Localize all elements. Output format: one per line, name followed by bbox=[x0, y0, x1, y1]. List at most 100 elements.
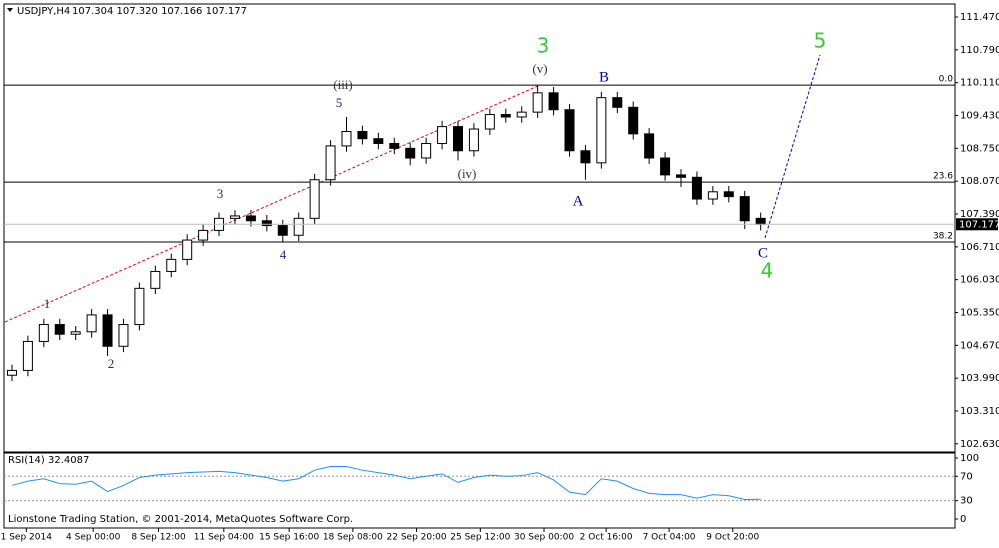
x-tick-label: 25 Sep 12:00 bbox=[450, 533, 510, 543]
candle-body bbox=[691, 176, 702, 200]
y-tick-label: 107.390 bbox=[960, 209, 999, 220]
candle-body bbox=[325, 145, 336, 181]
rsi-panel bbox=[3, 452, 956, 529]
y-tick-label: 109.430 bbox=[960, 111, 999, 122]
x-tick-label: 30 Sep 00:00 bbox=[514, 533, 574, 543]
candle-body bbox=[548, 92, 559, 111]
last-price-box bbox=[956, 218, 998, 231]
rsi-title: RSI(14) 32.4087 bbox=[8, 455, 89, 466]
candle-body bbox=[38, 324, 49, 342]
candle-body bbox=[198, 229, 209, 241]
candle-body bbox=[150, 270, 161, 289]
x-tick-label: 15 Sep 16:00 bbox=[259, 533, 319, 543]
wave-label: B bbox=[599, 69, 609, 85]
wave-label: 4 bbox=[761, 259, 774, 283]
candle-body bbox=[405, 147, 416, 159]
rsi-line bbox=[11, 466, 761, 500]
y-tick-label: 103.310 bbox=[960, 406, 999, 417]
candle-body bbox=[182, 239, 193, 260]
candle-body bbox=[437, 126, 448, 145]
wave-label: 1 bbox=[44, 296, 51, 311]
wave-label: (iv) bbox=[458, 166, 477, 181]
candle-body bbox=[70, 331, 81, 335]
footer: Lionstone Trading Station, © 2001-2014, … bbox=[8, 514, 353, 525]
candle-body bbox=[357, 130, 368, 140]
y-tick-label: 104.670 bbox=[960, 340, 999, 351]
candle-body bbox=[532, 92, 543, 113]
candle-body bbox=[707, 191, 718, 200]
candle-body bbox=[644, 133, 655, 159]
x-tick-label: 9 Oct 20:00 bbox=[706, 533, 759, 543]
wave-label: (v) bbox=[532, 61, 547, 76]
wave-label: A bbox=[573, 193, 584, 209]
wave-label: 3 bbox=[537, 34, 550, 58]
y-tick-label: 110.110 bbox=[960, 78, 999, 89]
y-tick-label: 106.710 bbox=[960, 242, 999, 253]
candle-body bbox=[612, 97, 623, 108]
last-price-label: 107.177 bbox=[959, 219, 999, 230]
candle-body bbox=[22, 340, 33, 371]
wave-label: 5 bbox=[814, 29, 827, 53]
x-tick-label: 18 Sep 08:00 bbox=[323, 533, 383, 543]
candle-body bbox=[245, 215, 256, 222]
wave-label: 4 bbox=[280, 247, 287, 262]
candle-body bbox=[54, 324, 65, 335]
candle-body bbox=[261, 220, 272, 227]
x-tick-label: 7 Oct 04:00 bbox=[643, 533, 696, 543]
fib-label: 38.2 bbox=[933, 232, 953, 242]
candle-body bbox=[6, 369, 17, 376]
candle-body bbox=[389, 143, 400, 149]
y-tick-label: 108.070 bbox=[960, 176, 999, 187]
symbol: USDJPY,H4 bbox=[17, 6, 70, 17]
candle-body bbox=[660, 157, 671, 176]
candle-body bbox=[596, 97, 607, 164]
y-tick-label: 70 bbox=[960, 471, 973, 482]
y-tick-label: 110.790 bbox=[960, 45, 999, 56]
y-tick-label: 108.750 bbox=[960, 143, 999, 154]
x-tick-label: 1 Sep 2014 bbox=[1, 533, 53, 543]
x-tick-label: 22 Sep 20:00 bbox=[387, 533, 447, 543]
projection-line bbox=[764, 54, 821, 239]
candle-body bbox=[452, 126, 463, 152]
candle-body bbox=[277, 225, 288, 236]
candle-body bbox=[134, 287, 145, 326]
fib-label: 0.0 bbox=[939, 75, 954, 85]
candle-body bbox=[229, 215, 240, 219]
y-tick-label: 0 bbox=[960, 514, 966, 525]
y-tick-label: 103.990 bbox=[960, 373, 999, 384]
quote: 107.304 107.320 107.166 107.177 bbox=[72, 6, 247, 17]
candle-body bbox=[755, 217, 766, 225]
y-tick-label: 106.030 bbox=[960, 275, 999, 286]
y-tick-label: 30 bbox=[960, 496, 973, 507]
candle-body bbox=[580, 150, 591, 164]
wave-label: (iii) bbox=[333, 77, 353, 92]
wave-label: 5 bbox=[336, 95, 343, 110]
candle-body bbox=[102, 314, 113, 347]
candle-body bbox=[564, 109, 575, 152]
candle-body bbox=[293, 217, 304, 236]
menu-arrow[interactable] bbox=[7, 8, 13, 12]
candle-body bbox=[676, 174, 687, 178]
candle-body bbox=[166, 258, 177, 272]
x-tick-label: 4 Sep 00:00 bbox=[66, 533, 121, 543]
main-panel bbox=[3, 3, 956, 453]
candle-body bbox=[484, 114, 495, 130]
candle-body bbox=[86, 314, 97, 333]
y-tick-label: 111.470 bbox=[960, 12, 999, 23]
candle-body bbox=[373, 138, 384, 145]
wave-labels: 1 2 3 4 5 (iii) (iv) (v) 3 A B C 4 5 bbox=[44, 29, 827, 371]
candle-body bbox=[723, 191, 734, 198]
x-tick-label: 11 Sep 04:00 bbox=[194, 533, 254, 543]
candle-body bbox=[468, 128, 479, 152]
wave-label: C bbox=[758, 245, 768, 261]
wave-label: 2 bbox=[108, 356, 115, 371]
wave-label: 3 bbox=[217, 186, 224, 201]
candle-body bbox=[341, 130, 352, 147]
candle-body bbox=[500, 114, 511, 118]
candle-body bbox=[118, 324, 129, 347]
fib-label: 23.6 bbox=[933, 172, 953, 182]
candle-body bbox=[628, 106, 639, 135]
x-tick-label: 8 Sep 12:00 bbox=[131, 533, 186, 543]
x-tick-label: 2 Oct 16:00 bbox=[580, 533, 633, 543]
